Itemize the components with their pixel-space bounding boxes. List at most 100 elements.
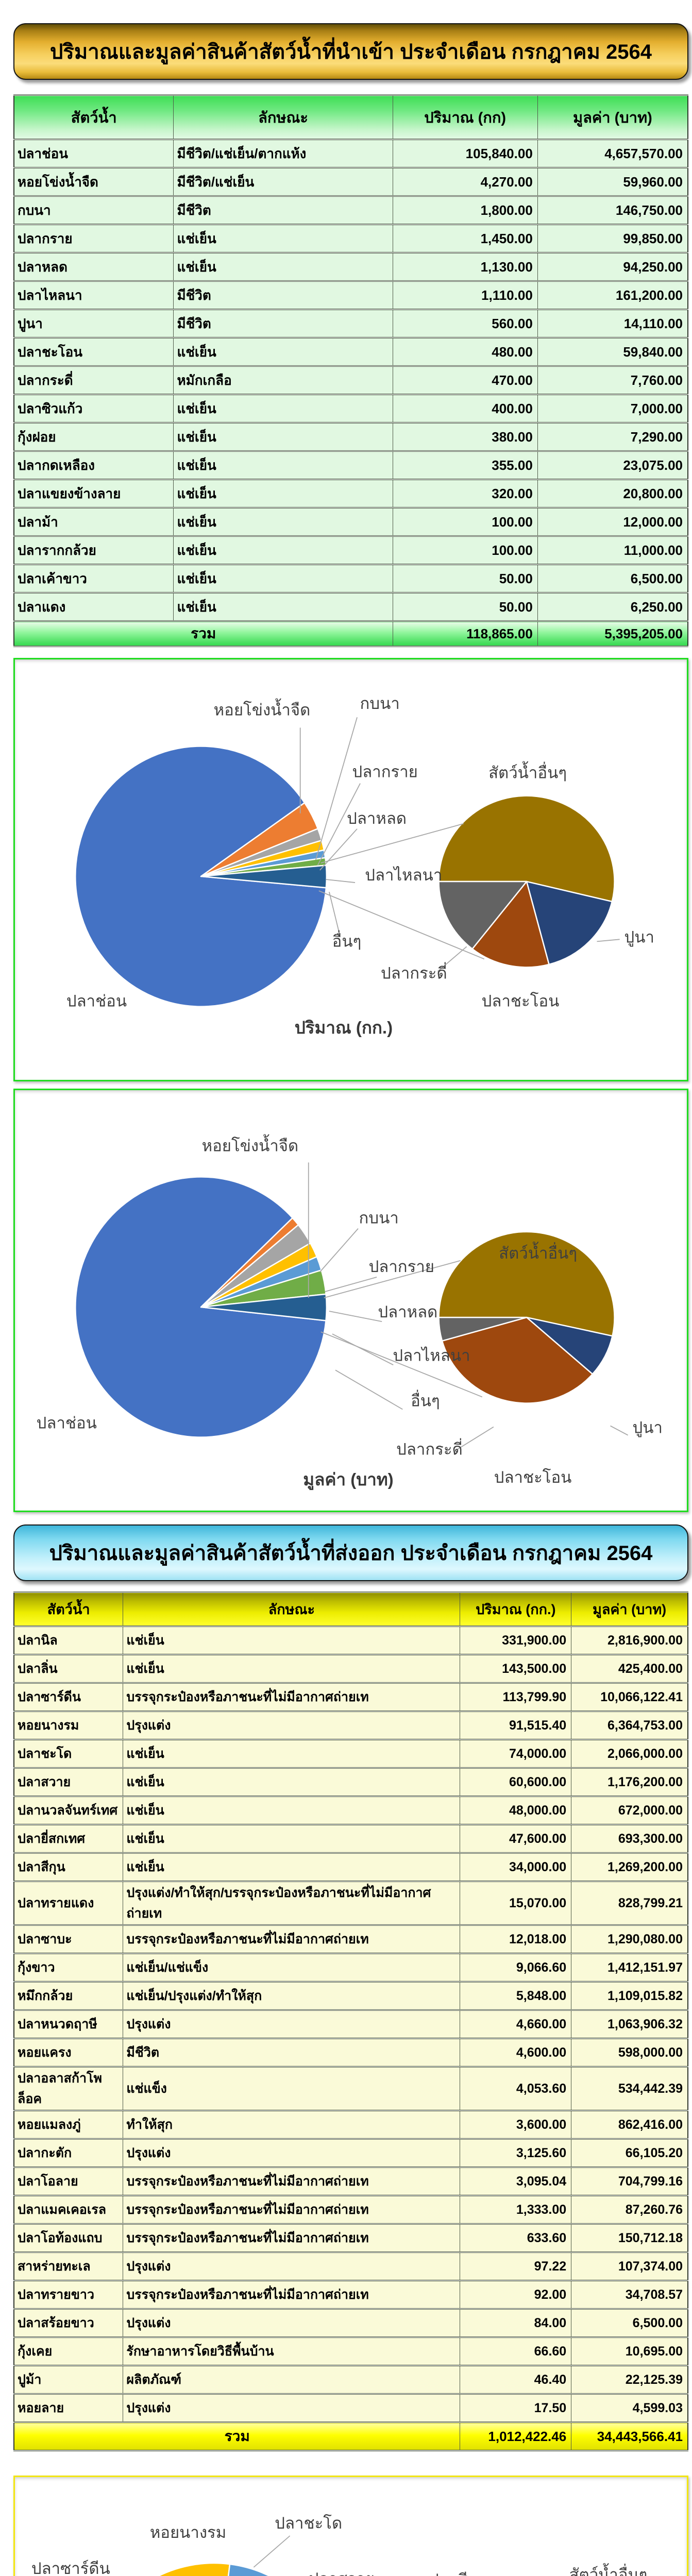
- total-row: รวม 118,865.00 5,395,205.00: [13, 620, 688, 647]
- table-row: หอยโข่งน้ำจืด มีชีวิต/แช่เย็น 4,270.00 59,9…: [13, 167, 688, 197]
- cell: ปลาลิ่น: [13, 1654, 124, 1684]
- cell: 4,599.03: [571, 2393, 688, 2423]
- export-table-header: สัตว์น้ำ ลักษณะ ปริมาณ (กก.) มูลค่า (บาท): [13, 1591, 688, 1627]
- cell: แช่เย็น: [173, 337, 393, 367]
- slice-label: ปลาหลด: [347, 809, 407, 827]
- slice-label: อื่นๆ: [411, 1390, 440, 1410]
- cell: บรรจุกระป๋องหรือภาชนะที่ไม่มีอากาศถ่ายเท: [123, 2223, 461, 2253]
- cell: ทำให้สุก: [123, 2110, 461, 2140]
- column-header: สัตว์น้ำ: [13, 1591, 124, 1627]
- slice-label: ปลาไหลนา: [365, 866, 442, 884]
- cell: ปูม้า: [13, 2365, 124, 2395]
- cell: แช่เย็น: [173, 224, 393, 253]
- secondary-pie-slice-ปลาชะโอน: [441, 1316, 594, 1404]
- chart-title: มูลค่า (บาท): [303, 1470, 393, 1490]
- cell: แช่เย็น: [123, 1739, 461, 1769]
- cell: 633.60: [460, 2223, 572, 2253]
- leader-line: [318, 890, 485, 960]
- slice-label: ปลากราย: [369, 1258, 434, 1276]
- cell: 4,600.00: [460, 2038, 572, 2067]
- cell: 23,075.00: [537, 450, 688, 480]
- cell: ปลาซาบะ: [13, 1924, 124, 1954]
- table-row: ปลาชะโด แช่เย็น 74,000.00 2,066,000.00: [13, 1739, 688, 1769]
- slice-label: ปูนา: [624, 928, 654, 946]
- slice-label: ปลาหลด: [378, 1303, 437, 1321]
- slice-label: ปูนา: [633, 1419, 663, 1437]
- cell: 20,800.00: [537, 479, 688, 509]
- cell: 17.50: [460, 2393, 572, 2423]
- import-table-header: สัตว์น้ำ ลักษณะ ปริมาณ (กก) มูลค่า (บาท): [13, 94, 688, 140]
- cell: 672,000.00: [571, 1795, 688, 1825]
- cell: ปลาชะโอน: [13, 337, 174, 367]
- leader-line: [328, 891, 340, 935]
- table-row: ปลาหนวดฤาษี ปรุงแต่ง 4,660.00 1,063,906.32: [13, 2009, 688, 2039]
- cell: ปลาหนวดฤาษี: [13, 2009, 124, 2039]
- cell: 47,600.00: [460, 1824, 572, 1854]
- total-label: รวม: [13, 2421, 461, 2451]
- export-table-body: ปลานิล แช่เย็น 331,900.00 2,816,900.00 ปลาลิ…: [13, 1625, 688, 2423]
- slice-label: ปลาสวาย: [309, 2570, 375, 2576]
- cell: 704,799.16: [571, 2166, 688, 2196]
- slice-label: ปลาชะโอน: [482, 992, 560, 1010]
- cell: รักษาอาหารโดยวิธีพื้นบ้าน: [123, 2336, 461, 2366]
- header-row: สัตว์น้ำ ลักษณะ ปริมาณ (กก.) มูลค่า (บาท): [13, 1591, 688, 1627]
- slice-label: กบนา: [360, 694, 400, 713]
- cell: ปลากระดี่: [13, 365, 174, 395]
- total-value: 34,443,566.41: [571, 2421, 688, 2451]
- slice-label: กบนา: [359, 1209, 399, 1227]
- leader-line: [253, 2535, 291, 2568]
- cell: 14,110.00: [537, 309, 688, 338]
- cell: ผลิตภัณฑ์: [123, 2365, 461, 2395]
- table-row: ปลาซิวแก้ว แช่เย็น 400.00 7,000.00: [13, 394, 688, 423]
- leader-line: [319, 828, 358, 871]
- export-table: สัตว์น้ำ ลักษณะ ปริมาณ (กก.) มูลค่า (บาท) ป…: [13, 1591, 688, 2451]
- cell: ปรุงแต่ง: [123, 2251, 461, 2281]
- cell: ปลากะตัก: [13, 2138, 124, 2168]
- table-row: ปูม้า ผลิตภัณฑ์ 46.40 22,125.39: [13, 2365, 688, 2395]
- leader-line: [326, 879, 356, 883]
- total-row: รวม 1,012,422.46 34,443,566.41: [13, 2421, 688, 2451]
- cell: กุ้งขาว: [13, 1953, 124, 1982]
- table-row: ปลาทรายแดง ปรุงแต่ง/ทำให้สุก/บรรจุกระป๋อง…: [13, 1880, 688, 1926]
- column-header: มูลค่า (บาท): [571, 1591, 688, 1627]
- cell: 7,290.00: [537, 422, 688, 452]
- leader-line: [455, 1426, 494, 1451]
- slice-label: สัตว์น้ำอื่นๆ: [569, 2563, 648, 2576]
- cell: ปลาสีกุน: [13, 1852, 124, 1882]
- cell: 331,900.00: [460, 1625, 572, 1655]
- cell: 84.00: [460, 2308, 572, 2338]
- cell: ปลากราย: [13, 224, 174, 253]
- cell: 400.00: [392, 394, 538, 423]
- cell: แช่เย็น/ปรุงแต่ง/ทำให้สุก: [123, 1981, 461, 2011]
- cell: 1,063,906.32: [571, 2009, 688, 2039]
- cell: บรรจุกระป๋องหรือภาชนะที่ไม่มีอากาศถ่ายเท: [123, 2195, 461, 2225]
- secondary-pie-slice-ปลาชะโอน: [471, 880, 550, 968]
- cell: 480.00: [392, 337, 538, 367]
- cell: 15,070.00: [460, 1880, 572, 1926]
- cell: 22,125.39: [571, 2365, 688, 2395]
- leader-line: [315, 717, 358, 860]
- table-row: ปลากราย แช่เย็น 1,450.00 99,850.00: [13, 224, 688, 253]
- cell: แช่เย็น: [173, 592, 393, 622]
- cell: 1,450.00: [392, 224, 538, 253]
- cell: 161,200.00: [537, 280, 688, 310]
- slice-label: สัตว์น้ำอื่นๆ: [488, 761, 567, 782]
- table-row: ปลาอลาสก้าโพล็อค แช่แข็ง 4,053.60 534,442.3…: [13, 2066, 688, 2111]
- leader-line: [332, 1333, 394, 1366]
- slice-label: ปลาช่อน: [37, 1414, 97, 1432]
- table-row: ปูนา มีชีวิต 560.00 14,110.00: [13, 309, 688, 338]
- leader-line: [317, 783, 361, 866]
- secondary-pie-slice-ปลากระดี่: [438, 880, 528, 950]
- cell: ปลาไหลนา: [13, 280, 174, 310]
- cell: ปลาทรายขาว: [13, 2280, 124, 2310]
- cell: ปูนา: [13, 309, 174, 338]
- cell: ปรุงแต่ง: [123, 1710, 461, 1740]
- column-header: มูลค่า (บาท): [537, 94, 688, 140]
- import-quantity-chart-frame: หอยโข่งน้ำจืด กบนา ปลากราย ปลาหลด สัตว์น้ำอื…: [13, 658, 688, 1081]
- total-value: 118,865.00: [392, 620, 538, 647]
- cell: มีชีวิต: [173, 195, 393, 225]
- cell: 3,600.00: [460, 2110, 572, 2140]
- column-header: ปริมาณ (กก): [392, 94, 538, 140]
- cell: บรรจุกระป๋องหรือภาชนะที่ไม่มีอากาศถ่ายเท: [123, 1682, 461, 1712]
- cell: แช่เย็น: [173, 394, 393, 423]
